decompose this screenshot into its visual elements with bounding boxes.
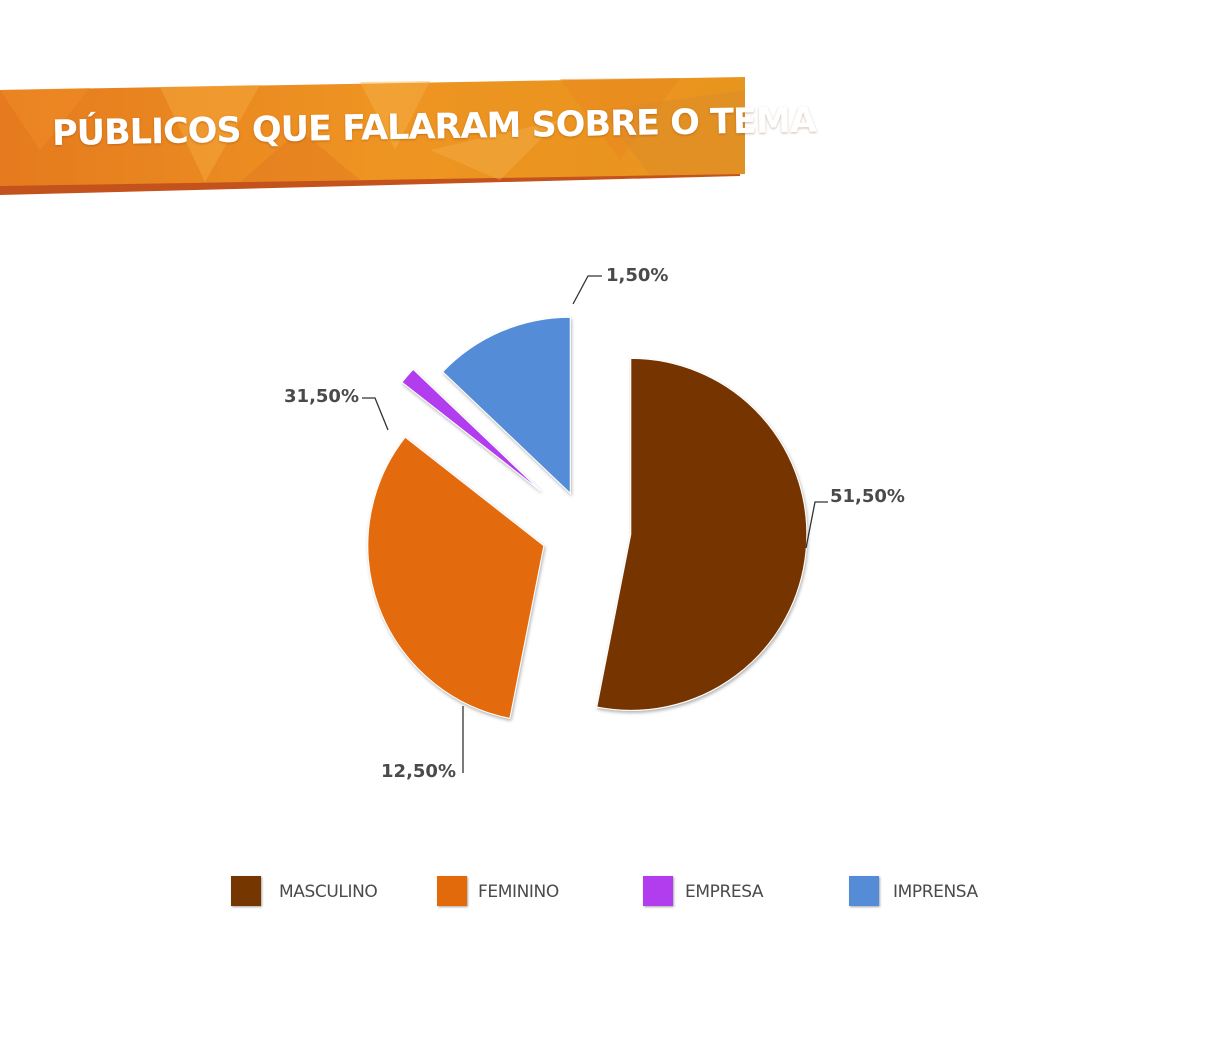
pie-slice-feminino: [367, 436, 545, 719]
chart-legend: MASCULINO FEMININO EMPRESA IMPRENSA: [0, 875, 1205, 909]
legend-swatch-masculino: [231, 876, 261, 906]
leader-line-feminino: [362, 397, 389, 431]
legend-label-masculino: MASCULINO: [279, 882, 378, 902]
pie-slice-masculino: [596, 357, 808, 711]
legend-label-empresa: EMPRESA: [685, 882, 764, 902]
title-banner: [0, 77, 745, 195]
data-label-masculino: 51,50%: [830, 486, 905, 507]
leader-line-empresa: [572, 275, 602, 305]
pie-slice-empresa: [401, 368, 541, 492]
legend-label-feminino: FEMININO: [478, 882, 559, 902]
legend-swatch-imprensa: [849, 876, 879, 906]
legend-label-imprensa: IMPRENSA: [893, 882, 978, 902]
data-label-imprensa: 12,50%: [381, 761, 456, 782]
data-label-empresa: 1,50%: [606, 265, 668, 286]
legend-swatch-feminino: [437, 876, 467, 906]
data-label-feminino: 31,50%: [284, 386, 359, 407]
pie-slice-imprensa: [442, 316, 571, 495]
legend-swatch-empresa: [643, 876, 673, 906]
leader-line-masculino: [805, 501, 828, 549]
